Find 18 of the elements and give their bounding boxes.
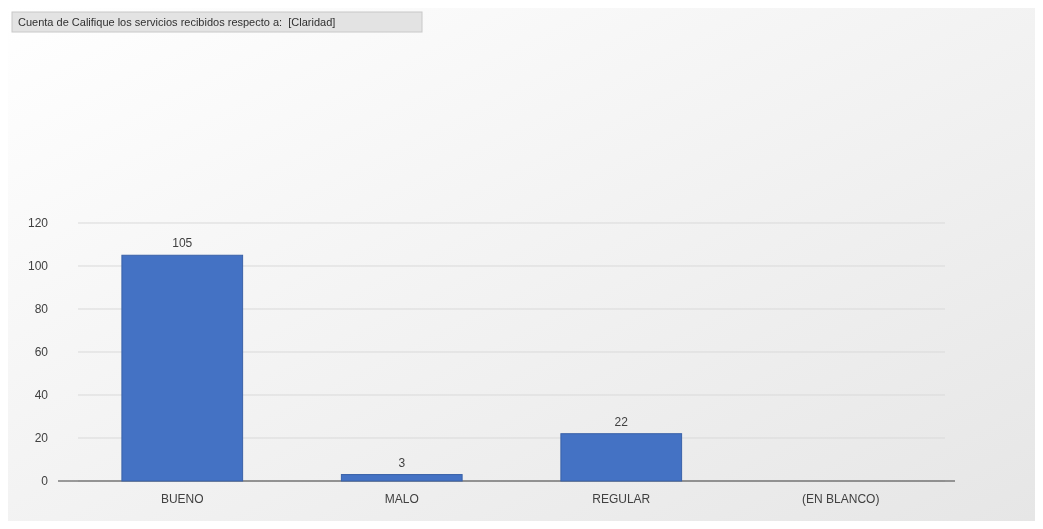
y-tick-label: 40 [34,388,49,402]
y-tick-label: 100 [27,259,49,273]
x-tick-label: BUENO [160,492,204,506]
x-tick-label: (EN BLANCO) [802,492,880,506]
y-tick-label: 80 [34,302,49,316]
y-tick-label: 60 [34,345,49,359]
data-label: 22 [614,414,629,429]
y-tick-label: 120 [27,216,49,230]
data-label: 3 [398,455,406,470]
x-tick-label: REGULAR [592,492,651,506]
chart-title: Cuenta de Califique los servicios recibidos respecto a: [Claridad] [18,16,336,28]
bar [340,474,463,482]
bar [560,433,683,482]
x-tick-label: MALO [384,492,419,506]
bar [121,254,244,482]
data-label: 105 [172,236,193,251]
y-tick-label: 20 [34,431,49,445]
y-tick-label: 0 [41,474,49,488]
